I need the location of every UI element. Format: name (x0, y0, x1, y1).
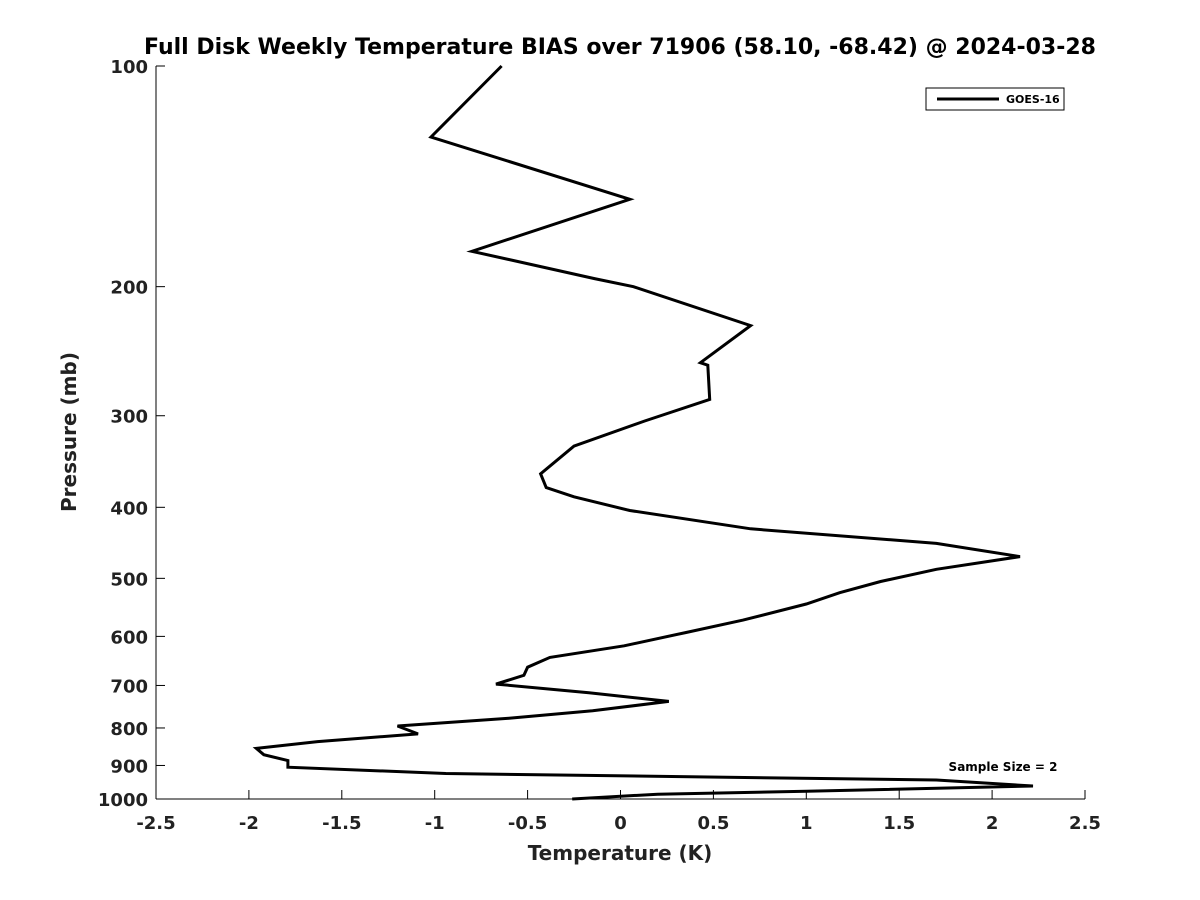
y-tick-label: 400 (110, 498, 148, 519)
legend: GOES-16 (925, 87, 1065, 111)
x-tick-label: -0.5 (508, 813, 547, 834)
x-ticks: -2.5 -2 -1.5 -1 -0.5 0 0.5 1 1.5 2 2.5 (136, 790, 1101, 834)
series-group (252, 64, 1034, 801)
y-tick-label: 200 (110, 278, 148, 299)
x-tick-label: -2.5 (136, 813, 175, 834)
y-tick-label: 300 (110, 407, 148, 428)
x-tick-label: 2.5 (1069, 813, 1101, 834)
y-axis-label: Pressure (mb) (57, 352, 81, 512)
y-tick-label: 100 (110, 57, 148, 78)
x-tick-label: -1.5 (322, 813, 361, 834)
x-tick-label: -2 (239, 813, 259, 834)
x-tick-label: 1 (800, 813, 813, 834)
x-tick-label: 2 (986, 813, 999, 834)
axes (155, 66, 1085, 800)
y-tick-label: 900 (110, 756, 148, 777)
legend-label-goes-16: GOES-16 (1006, 93, 1060, 106)
x-tick-label: -1 (425, 813, 445, 834)
y-ticks: 100 200 300 400 500 600 700 800 900 1000 (98, 57, 165, 811)
x-tick-label: 0 (614, 813, 627, 834)
y-tick-label: 1000 (98, 790, 148, 811)
x-tick-label: 1.5 (883, 813, 915, 834)
y-tick-label: 500 (110, 569, 148, 590)
y-tick-label: 700 (110, 676, 148, 697)
x-tick-label: 0.5 (697, 813, 729, 834)
chart-title: Full Disk Weekly Temperature BIAS over 7… (144, 35, 1096, 60)
x-axis-label: Temperature (K) (528, 841, 713, 865)
y-tick-label: 600 (110, 627, 148, 648)
sample-size-annotation: Sample Size = 2 (949, 760, 1058, 774)
series-line-goes-16 (252, 64, 1034, 801)
y-tick-label: 800 (110, 719, 148, 740)
